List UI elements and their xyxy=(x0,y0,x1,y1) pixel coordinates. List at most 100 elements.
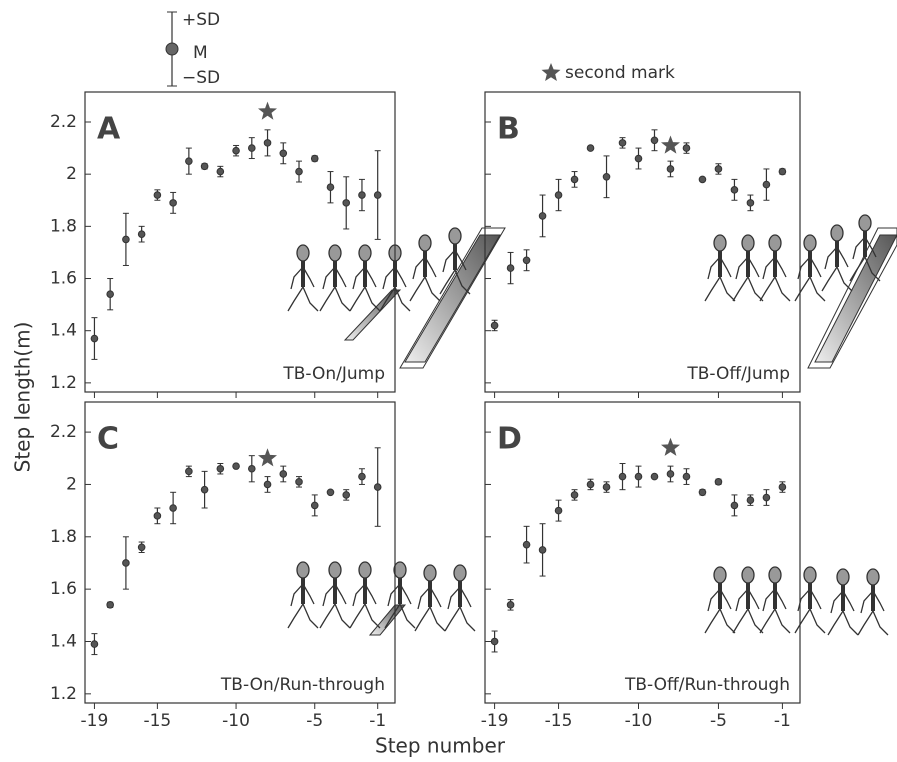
mean-point xyxy=(264,481,271,488)
y-tick-label: 2.2 xyxy=(50,112,77,132)
mean-point xyxy=(154,513,161,520)
second-mark-star xyxy=(258,448,277,466)
mean-point xyxy=(507,602,514,609)
y-tick-label: 2 xyxy=(66,164,77,184)
x-tick-label: -5 xyxy=(710,711,727,731)
mean-point xyxy=(249,465,256,472)
second-mark-star xyxy=(258,102,277,120)
mean-point xyxy=(374,484,381,491)
runner-figure xyxy=(858,569,888,635)
mean-point xyxy=(264,140,271,147)
mean-point xyxy=(359,473,366,480)
y-tick-label: 2.2 xyxy=(50,422,77,442)
mean-point xyxy=(635,473,642,480)
x-axis-label: Step number xyxy=(375,734,506,758)
mean-point xyxy=(619,473,626,480)
mean-point xyxy=(280,471,287,478)
y-tick-label: 1.6 xyxy=(50,579,77,599)
page: {"figure": {"ylabel": "Step length(m)", … xyxy=(0,0,897,762)
y-tick-label: 1.4 xyxy=(50,631,77,651)
panel-label: TB-On/Jump xyxy=(282,364,385,384)
runner-figure xyxy=(733,235,763,301)
panel-label: TB-Off/Run-through xyxy=(624,675,790,695)
legend-plus-sd: +SD xyxy=(182,10,220,30)
mean-point xyxy=(779,168,786,175)
mean-point xyxy=(123,236,130,243)
x-tick-label: -1 xyxy=(369,711,386,731)
mean-point xyxy=(123,560,130,567)
mean-point xyxy=(327,489,334,496)
figure: +SD M −SD second mark xyxy=(0,0,897,762)
legend-mean-label: M xyxy=(193,43,208,63)
x-tick-label: -19 xyxy=(81,711,109,731)
legend-minus-sd: −SD xyxy=(182,68,220,88)
y-tick-label: 2 xyxy=(66,474,77,494)
legend: +SD M −SD second mark xyxy=(166,10,675,88)
mean-point xyxy=(731,502,738,509)
mean-point xyxy=(587,145,594,152)
runner-figure xyxy=(350,245,380,311)
mean-point xyxy=(138,231,145,238)
mean-point xyxy=(763,181,770,188)
runner-figure xyxy=(733,567,763,633)
y-tick-label: 1.2 xyxy=(50,684,77,704)
runner-figure xyxy=(760,567,790,633)
x-tick-label: -19 xyxy=(481,711,509,731)
mean-point xyxy=(91,335,98,342)
mean-point xyxy=(507,265,514,272)
x-tick-label: -10 xyxy=(222,711,250,731)
panel-frame xyxy=(85,402,395,703)
mean-point xyxy=(311,502,318,509)
mean-point xyxy=(186,158,193,165)
x-tick-label: -10 xyxy=(625,711,653,731)
mean-point xyxy=(715,166,722,173)
mean-point xyxy=(233,147,240,154)
mean-point xyxy=(311,155,318,162)
mean-point xyxy=(359,192,366,199)
mean-point xyxy=(571,176,578,183)
mean-point xyxy=(138,544,145,551)
takeoff-board xyxy=(345,290,400,340)
mean-point xyxy=(667,471,674,478)
mean-point xyxy=(635,155,642,162)
mean-point xyxy=(651,473,658,480)
mean-point xyxy=(280,150,287,157)
mean-point xyxy=(296,168,303,175)
mean-point xyxy=(683,473,690,480)
runner-figure xyxy=(288,245,318,311)
runner-figure xyxy=(822,225,852,291)
mean-point xyxy=(343,200,350,207)
mean-point xyxy=(491,638,498,645)
runner-figure xyxy=(350,562,380,628)
legend-mean xyxy=(166,43,178,55)
mean-point xyxy=(217,465,224,472)
y-tick-label: 1.8 xyxy=(50,216,77,236)
runner-figure xyxy=(410,235,440,301)
mean-point xyxy=(91,641,98,648)
mean-point xyxy=(667,166,674,173)
x-tick-label: -15 xyxy=(143,711,171,731)
panel-frame xyxy=(485,402,800,703)
mean-point xyxy=(186,468,193,475)
panel-letter: A xyxy=(97,112,121,147)
panel-label: TB-Off/Jump xyxy=(686,364,790,384)
legend-star xyxy=(542,63,561,81)
mean-point xyxy=(201,163,208,170)
mean-point xyxy=(747,200,754,207)
mean-point xyxy=(603,173,610,180)
runner-figure xyxy=(760,235,790,301)
mean-point xyxy=(587,481,594,488)
takeoff-board xyxy=(370,605,405,635)
y-tick-label: 1.6 xyxy=(50,269,77,289)
illustrations xyxy=(288,215,897,635)
runner-figure xyxy=(445,565,475,631)
mean-point xyxy=(699,489,706,496)
takeoff-board xyxy=(815,235,897,362)
mean-point xyxy=(523,257,530,264)
x-tick-label: -1 xyxy=(774,711,791,731)
mean-point xyxy=(170,505,177,512)
runner-figure xyxy=(705,567,735,633)
mean-point xyxy=(343,492,350,499)
mean-point xyxy=(154,192,161,199)
mean-point xyxy=(249,145,256,152)
